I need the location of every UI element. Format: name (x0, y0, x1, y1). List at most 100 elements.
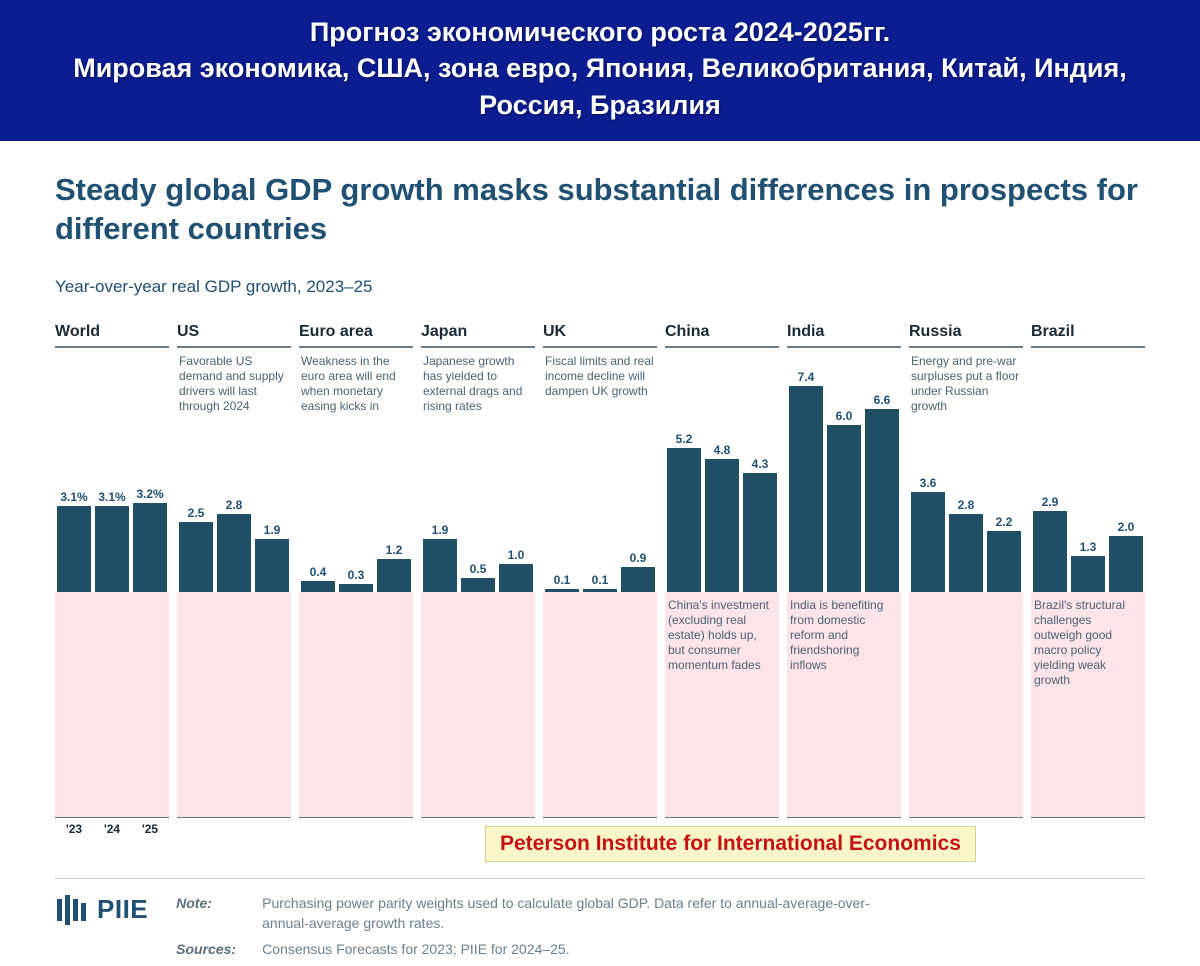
bar (987, 531, 1021, 592)
panel-uk: UKFiscal limits and real income decline … (543, 315, 657, 836)
bar-column: 3.6 (911, 476, 945, 592)
bar-value-label: 0.5 (470, 562, 487, 576)
panel-lower: China's investment (excluding real estat… (665, 592, 779, 818)
panel-title: Brazil (1031, 315, 1145, 348)
panel-lower: India is benefiting from domestic reform… (787, 592, 901, 818)
panel-india: India 7.4 6.06.6 India is benefiting from d… (787, 315, 901, 836)
bar-column: 1.3 (1071, 540, 1105, 592)
bar (461, 578, 495, 592)
bar-value-label: 0.4 (310, 565, 327, 579)
bar (423, 539, 457, 592)
footnotes: Note: Purchasing power parity weights us… (176, 893, 882, 966)
bar (1109, 536, 1143, 592)
bar (621, 567, 655, 592)
bar (667, 448, 701, 592)
bar (1071, 556, 1105, 592)
bar-value-label: 2.8 (958, 498, 975, 512)
bar-column: 0.4 (301, 565, 335, 592)
panel-euro-area: Euro areaWeakness in the euro area will … (299, 315, 413, 836)
small-multiples-row: World3.1%3.1%3.2%'23'24'25USFavorable US… (55, 315, 1145, 836)
bar-column: 6.6 (865, 393, 899, 592)
bar (545, 589, 579, 592)
bar-column: 5.2 (667, 432, 701, 592)
panel-lower (543, 592, 657, 818)
bar-column: 0.1 (583, 573, 617, 592)
panel-upper: 3.1%3.1%3.2% (55, 350, 169, 592)
bar-value-label: 2.8 (226, 498, 243, 512)
bar-column: 1.9 (423, 523, 457, 592)
panel-upper: 2.91.32.0 (1031, 350, 1145, 592)
panel-caption-bottom: China's investment (excluding real estat… (668, 598, 776, 673)
bar-column: 7.4 (789, 370, 823, 591)
bar-column: 4.8 (705, 443, 739, 592)
bar (1033, 511, 1067, 591)
bar (583, 589, 617, 592)
panel-title: Euro area (299, 315, 413, 348)
note-label: Note: (176, 893, 248, 934)
panel-lower: Brazil's structural challenges outweigh … (1031, 592, 1145, 818)
banner-line-1: Прогноз экономического роста 2024-2025гг… (30, 14, 1170, 50)
bar-value-label: 2.9 (1042, 495, 1059, 509)
attribution-text: Peterson Institute for International Eco… (500, 832, 961, 855)
chart-headline: Steady global GDP growth masks substanti… (55, 171, 1145, 249)
bar-column: 3.1% (95, 490, 129, 592)
bar (705, 459, 739, 592)
x-axis-label: '23 (57, 822, 91, 836)
bar (339, 584, 373, 592)
bar (949, 514, 983, 592)
panel-russia: Russia Energy and pre-war surpluses put a… (909, 315, 1023, 836)
note-text: Purchasing power parity weights used to … (262, 893, 882, 934)
panel-upper: Fiscal limits and real income decline wi… (543, 350, 657, 592)
bar (179, 522, 213, 591)
bar (377, 559, 411, 592)
bar-column: 1.2 (377, 543, 411, 592)
bar-column: 1.0 (499, 548, 533, 592)
panel-title: India (787, 315, 901, 348)
bar-value-label: 3.6 (920, 476, 937, 490)
panel-upper: Favorable US demand and supply drivers w… (177, 350, 291, 592)
bar-value-label: 1.2 (386, 543, 403, 557)
panel-title: Japan (421, 315, 535, 348)
bar (133, 503, 167, 592)
bar (95, 506, 129, 592)
piie-logo-text: PIIE (97, 894, 148, 925)
panel-upper: Energy and pre-war surpluses put a floor… (909, 350, 1023, 592)
bar (865, 409, 899, 592)
bar-value-label: 0.1 (554, 573, 571, 587)
bar-value-label: 3.2% (136, 487, 163, 501)
panel-title: World (55, 315, 169, 348)
bar-column: 6.0 (827, 409, 861, 592)
bar-value-label: 7.4 (798, 370, 815, 384)
bar-value-label: 2.5 (188, 506, 205, 520)
panel-caption-bottom: India is benefiting from domestic reform… (790, 598, 898, 673)
panel-lower (909, 592, 1023, 818)
bar-column: 2.2 (987, 515, 1021, 592)
panel-upper: 7.4 6.06.6 (787, 350, 901, 592)
x-axis-label: '25 (133, 822, 167, 836)
bar-column: 3.2% (133, 487, 167, 592)
panel-lower (55, 592, 169, 818)
panel-lower (421, 592, 535, 818)
attribution-box: Peterson Institute for International Eco… (485, 826, 976, 862)
bar (743, 473, 777, 592)
panel-us: USFavorable US demand and supply drivers… (177, 315, 291, 836)
panel-lower (299, 592, 413, 818)
panel-title: Russia (909, 315, 1023, 348)
bar (499, 564, 533, 592)
panel-world: World3.1%3.1%3.2%'23'24'25 (55, 315, 169, 836)
panel-japan: JapanJapanese growth has yielded to exte… (421, 315, 535, 836)
bar-column: 1.9 (255, 523, 289, 592)
piie-logo: PIIE (55, 893, 148, 927)
panel-brazil: Brazil2.91.32.0Brazil's structural chall… (1031, 315, 1145, 836)
panel-caption-bottom: Brazil's structural challenges outweigh … (1034, 598, 1142, 688)
chart-subhead: Year-over-year real GDP growth, 2023–25 (55, 277, 1145, 297)
panel-caption-top: Energy and pre-war surpluses put a floor… (911, 354, 1021, 414)
bar-value-label: 0.1 (592, 573, 609, 587)
bar-column: 2.8 (949, 498, 983, 592)
bar-column: 4.3 (743, 457, 777, 592)
bar-column: 2.8 (217, 498, 251, 592)
panel-title: UK (543, 315, 657, 348)
panel-china: China5.24.84.3China's investment (exclud… (665, 315, 779, 836)
bar (255, 539, 289, 592)
bar-column: 2.9 (1033, 495, 1067, 591)
